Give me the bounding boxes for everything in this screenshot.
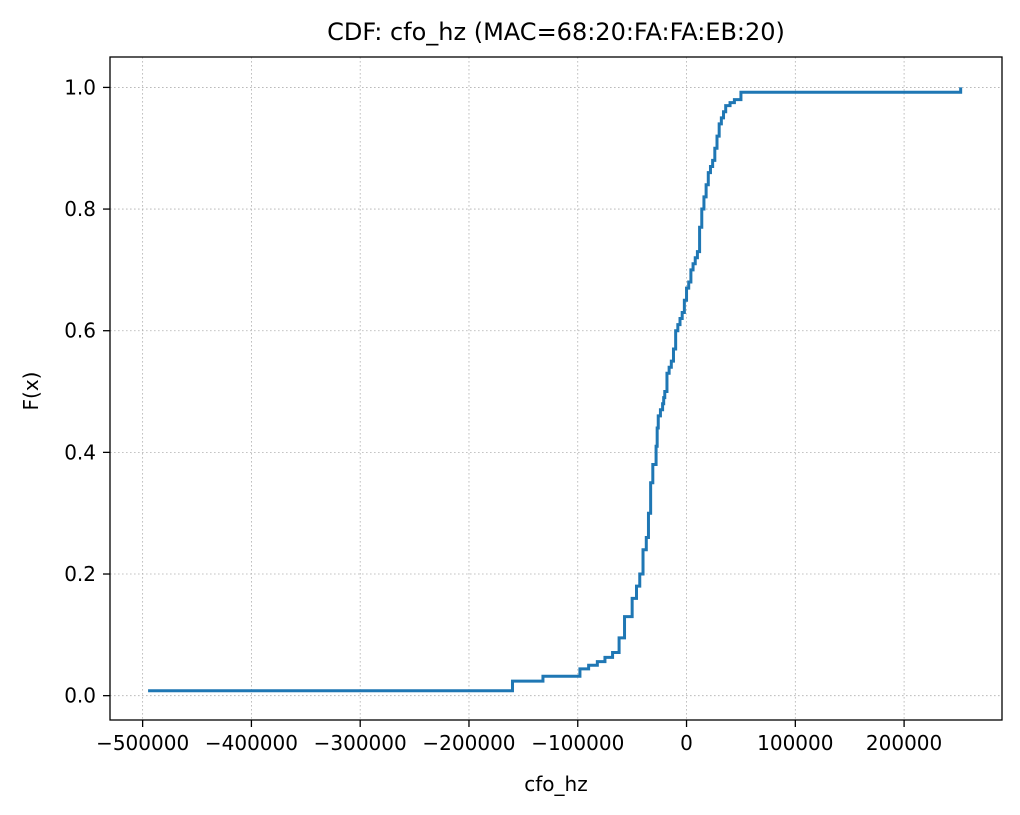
x-axis-label: cfo_hz: [524, 772, 587, 796]
series-line: [148, 87, 963, 693]
x-tick-label: −100000: [531, 731, 624, 755]
grid: [110, 57, 1002, 720]
y-tick-label: 1.0: [64, 75, 96, 99]
x-tick-label: 0: [680, 731, 693, 755]
x-tick-label: −200000: [422, 731, 515, 755]
y-tick-label: 0.0: [64, 684, 96, 708]
y-tick-label: 0.2: [64, 562, 96, 586]
x-tick-label: −400000: [205, 731, 298, 755]
x-tick-label: 100000: [757, 731, 833, 755]
x-tick-label: −300000: [314, 731, 407, 755]
chart-title: CDF: cfo_hz (MAC=68:20:FA:FA:EB:20): [327, 18, 785, 46]
x-tick-label: −500000: [96, 731, 189, 755]
plot-frame: [109, 56, 1003, 721]
axis-ticks: −500000 −400000 −300000 −200000 −100000 0 1000…: [64, 75, 942, 755]
x-tick-label: 200000: [866, 731, 942, 755]
y-axis-label: F(x): [19, 372, 43, 411]
y-tick-label: 0.4: [64, 440, 96, 464]
y-tick-label: 0.8: [64, 197, 96, 221]
y-tick-label: 0.6: [64, 319, 96, 343]
